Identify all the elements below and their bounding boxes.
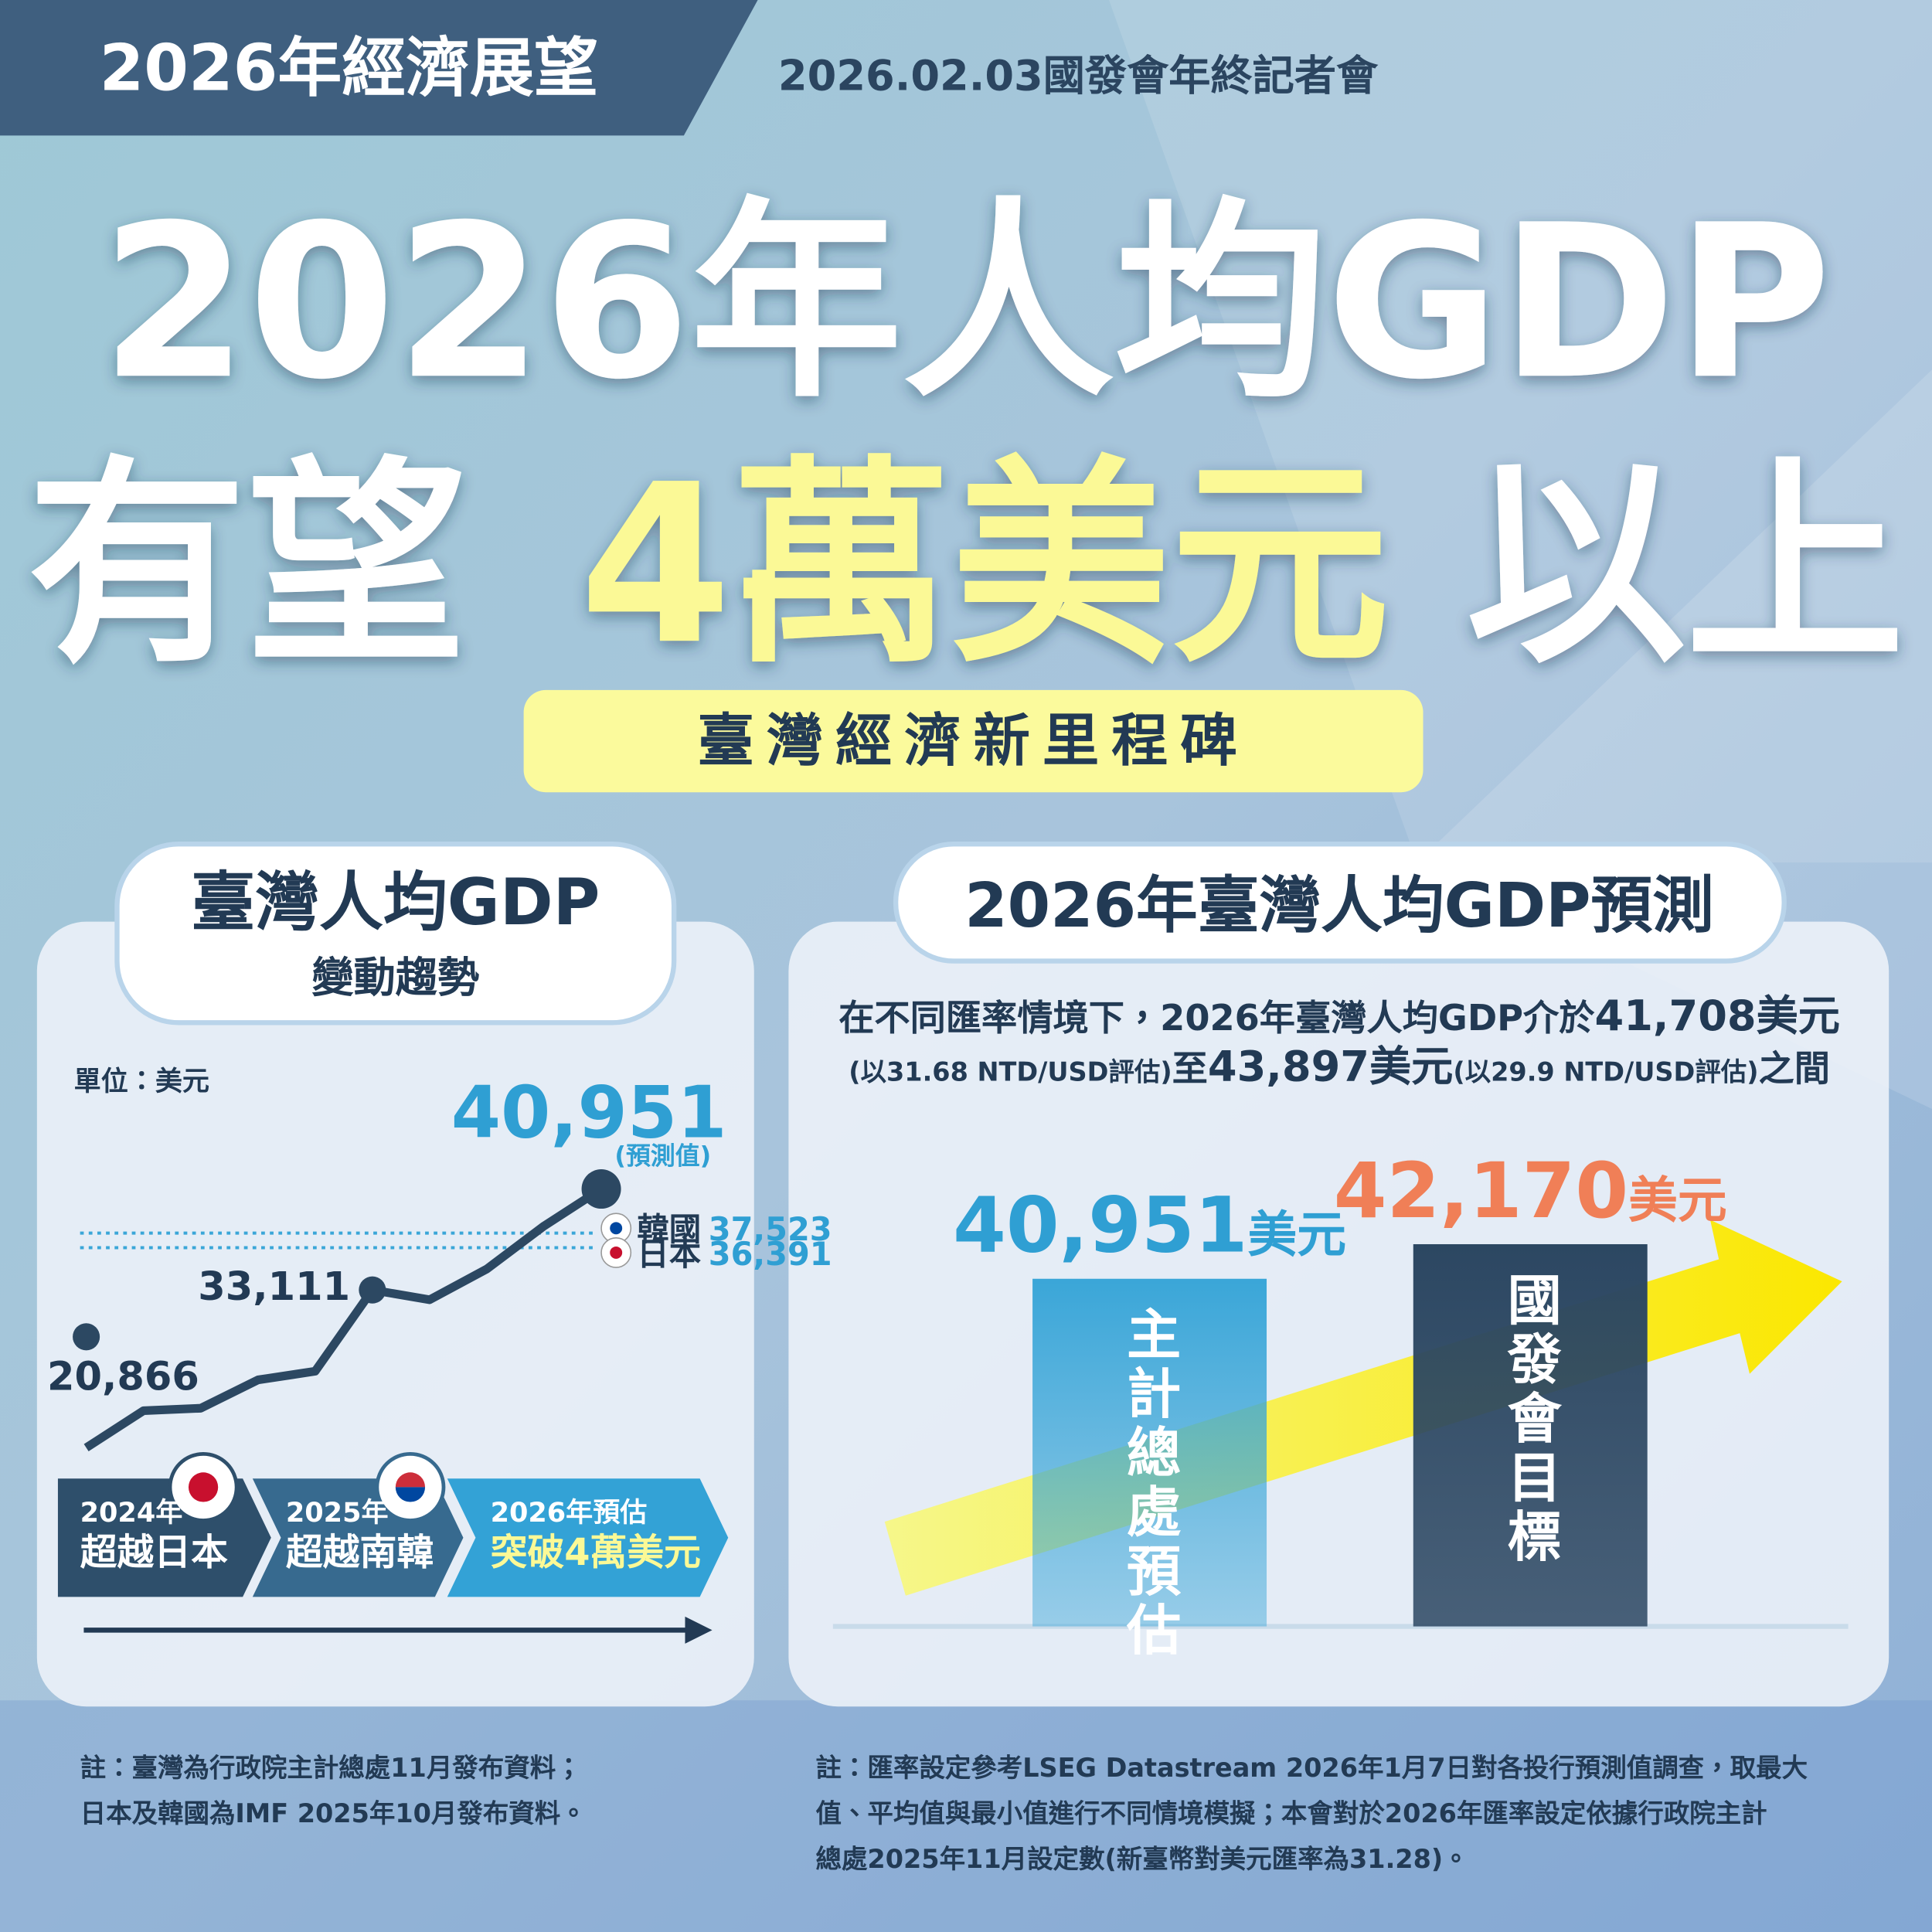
flag-korea-red — [395, 1472, 426, 1488]
note: 日本及韓國為IMF 2025年10月發布資料。 — [80, 1798, 587, 1828]
reference-name: 日本 — [637, 1236, 701, 1273]
note: 值、平均值與最小值進行不同情境模擬；本會對於2026年匯率設定依據行政院主計 — [815, 1798, 1767, 1828]
point — [359, 1276, 386, 1304]
bar-value: 42,170美元 — [1334, 1147, 1727, 1236]
milestone-year: 2025年 — [286, 1497, 389, 1529]
headline-prefix: 有望 — [27, 437, 466, 692]
desc-text: 之間 — [1759, 1047, 1830, 1089]
point-marker — [73, 1323, 100, 1351]
reference-value: 36,391 — [709, 1236, 832, 1273]
headline-suffix: 以上 — [1466, 437, 1905, 692]
left-title: 臺灣人均GDP — [191, 865, 600, 940]
bg-shape — [1108, 0, 1932, 863]
value-label: 33,111 — [198, 1264, 350, 1310]
timeline-arrow-head — [685, 1616, 713, 1644]
desc-note: (以29.9 NTD/USD評估) — [1453, 1056, 1758, 1087]
bar-value-unit: 美元 — [1248, 1207, 1347, 1264]
milestones: 2024年 超越日本 2025年 超越南韓 2026年預估 突破4萬美元 — [57, 1451, 729, 1597]
right-title: 2026年臺灣人均GDP預測 — [964, 869, 1714, 941]
left-subtitle: 變動趨勢 — [311, 953, 479, 1002]
desc-note: (以31.68 NTD/USD評估) — [849, 1056, 1172, 1087]
reference-name: 韓國 — [637, 1211, 701, 1248]
unit-label: 單位：美元 — [74, 1066, 209, 1097]
milestone-year: 2026年預估 — [491, 1497, 648, 1529]
milestone-text: 超越南韓 — [286, 1532, 434, 1574]
flag-korea-blue — [395, 1487, 426, 1502]
reference-label: 韓國 37,523 — [637, 1211, 832, 1248]
bar — [1413, 1243, 1648, 1627]
header-event: 2026.02.03國發會年終記者會 — [778, 51, 1379, 100]
note: 總處2025年11月設定數(新臺幣對美元匯率為31.28)。 — [815, 1844, 1468, 1874]
flag-dot — [610, 1222, 623, 1235]
bar-value-unit: 美元 — [1628, 1172, 1727, 1230]
bg-city — [0, 1700, 1932, 1932]
milestone-chevron — [447, 1478, 729, 1597]
bar-value: 40,951美元 — [953, 1182, 1346, 1270]
reference-label: 日本 36,391 — [637, 1236, 832, 1273]
bar — [1032, 1278, 1267, 1627]
headline-line2: 有望 4萬美元 以上 — [27, 437, 1905, 692]
forecast-note: (預測值) — [614, 1141, 711, 1171]
bar-category: 國發會目標 — [1498, 1271, 1562, 1567]
badge-bg — [523, 689, 1423, 793]
milestone-text: 突破4萬美元 — [491, 1532, 701, 1574]
milestone-year: 2024年 — [80, 1497, 183, 1529]
point — [581, 1169, 621, 1209]
right-desc: 在不同匯率情境下，2026年臺灣人均GDP介於41,708美元 — [838, 992, 1840, 1040]
milestone-text: 超越日本 — [80, 1532, 228, 1574]
note: 註：匯率設定參考LSEG Datastream 2026年1月7日對各投行預測值… — [815, 1753, 1808, 1783]
badge: 臺灣經濟新里程碑 — [697, 709, 1249, 774]
desc-low: 41,708美元 — [1595, 992, 1840, 1040]
desc-text: 至 — [1172, 1047, 1208, 1089]
header-tag: 2026年經濟展望 — [100, 30, 598, 105]
value-label: 20,866 — [47, 1354, 199, 1400]
headline-highlight: 4萬美元 — [579, 437, 1389, 692]
reference-value: 37,523 — [709, 1211, 832, 1248]
trend-line — [83, 1185, 604, 1452]
headline-line1: 2026年人均GDP — [100, 179, 1832, 426]
bar-value-number: 40,951 — [953, 1182, 1247, 1270]
bar-category: 主計總處預估 — [1118, 1306, 1182, 1661]
value-label: 40,951 — [451, 1071, 727, 1155]
note: 註：臺灣為行政院主計總處11月發布資料； — [80, 1753, 582, 1783]
header-tag-bg — [0, 0, 758, 136]
right-title-pill — [893, 841, 1787, 964]
left-title-pill — [114, 841, 677, 1026]
right-desc: (以31.68 NTD/USD評估)至43,897美元(以29.9 NTD/US… — [849, 1042, 1830, 1090]
bar-value-number: 42,170 — [1334, 1147, 1628, 1236]
flag-japan-dot — [188, 1472, 219, 1502]
desc-high: 43,897美元 — [1208, 1042, 1453, 1090]
desc-text: 在不同匯率情境下，2026年臺灣人均GDP介於 — [838, 997, 1595, 1039]
flag-dot — [610, 1246, 623, 1259]
